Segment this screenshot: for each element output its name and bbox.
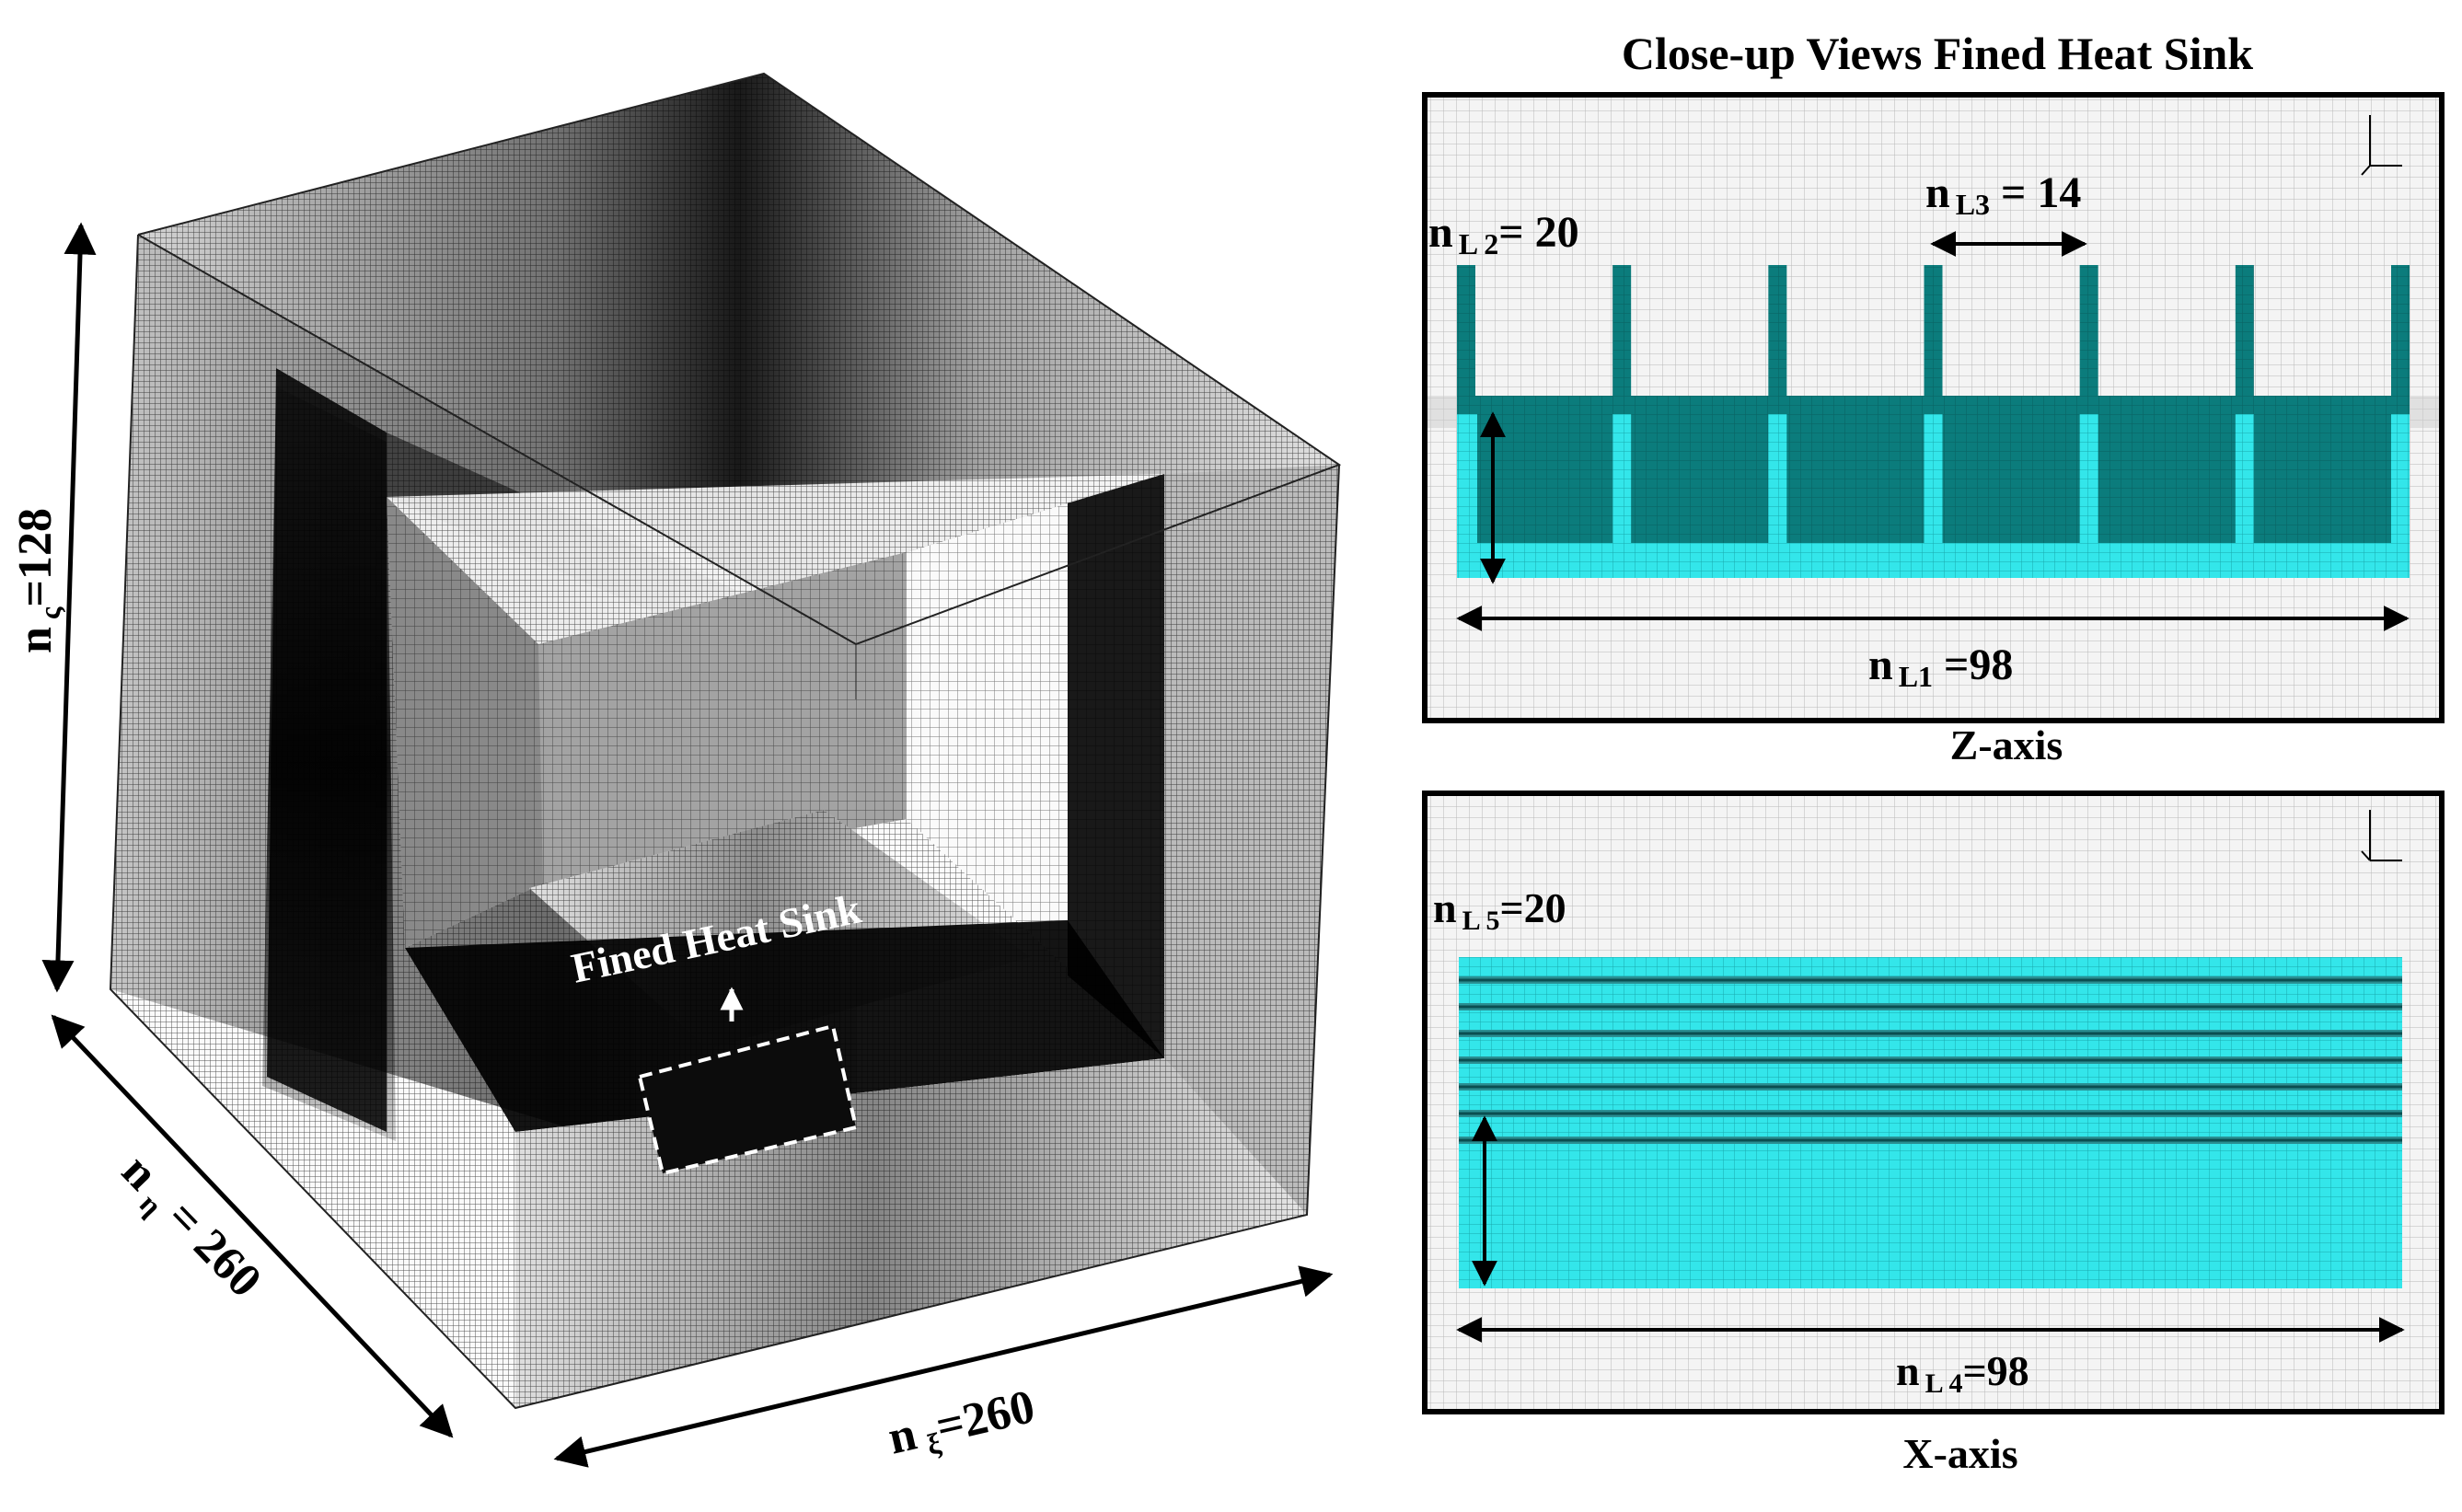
z-axis-orientation-icon (2361, 115, 2402, 176)
domain-inner-back (538, 552, 907, 883)
x-axis-caption: X-axis (1902, 1430, 2017, 1477)
n-zeta-arrow (41, 222, 97, 993)
nL3-label: n L3 = 14 (1925, 168, 2081, 221)
z-fin-root-5 (2079, 414, 2098, 543)
z-fin-root-2 (1612, 414, 1632, 543)
x-axis-orientation-icon (2361, 810, 2402, 861)
z-fin-root-6 (2235, 414, 2254, 543)
z-fin-root-7 (2391, 414, 2410, 543)
nL1-label: n L1 =98 (1868, 641, 2013, 693)
domain-3d-view: Fined Heat Sink nς=128 nη = 260 nξ=260 (9, 72, 1342, 1470)
z-fin-array (1457, 265, 2410, 543)
z-base-plate (1457, 543, 2410, 578)
z-fin-root-3 (1768, 414, 1787, 543)
n-eta-arrow (51, 1014, 454, 1438)
z-axis-caption: Z-axis (1950, 721, 2063, 768)
heat-sink-marker-box (637, 1023, 859, 1176)
closeup-title: Close-up Views Fined Heat Sink (1622, 28, 2253, 79)
n-xi-label: nξ=260 (884, 1380, 1041, 1470)
n-zeta-label: nς=128 (9, 508, 66, 653)
z-fin-root-1 (1457, 414, 1475, 543)
n-eta-label: nη = 260 (109, 1145, 272, 1310)
n-xi-arrow (553, 1265, 1334, 1468)
x-fin-lines (1459, 976, 2402, 1144)
x-base-block (1459, 957, 2402, 1288)
z-fin-root-4 (1924, 414, 1943, 543)
